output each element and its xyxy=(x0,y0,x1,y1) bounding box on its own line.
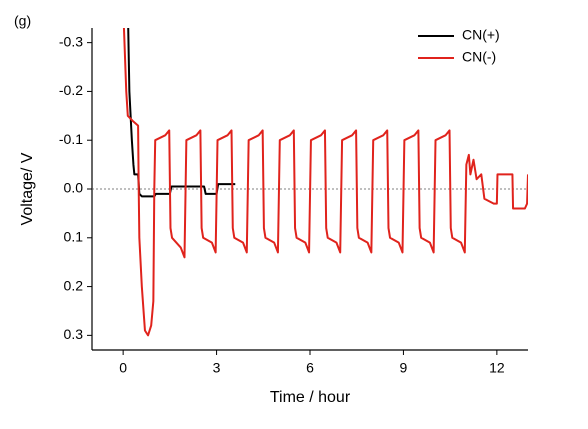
panel-label: (g) xyxy=(14,13,31,29)
x-tick-label: 3 xyxy=(213,360,221,376)
y-tick-label: 0.2 xyxy=(64,277,84,293)
x-axis-label: Time / hour xyxy=(270,389,351,406)
legend-label: CN(-) xyxy=(462,49,496,65)
x-tick-label: 0 xyxy=(119,360,127,376)
x-tick-label: 12 xyxy=(489,360,505,376)
y-tick-label: 0.3 xyxy=(64,326,84,342)
y-tick-label: 0.0 xyxy=(64,180,84,196)
y-tick-label: -0.1 xyxy=(59,131,83,147)
x-tick-label: 9 xyxy=(400,360,408,376)
series-line xyxy=(127,28,236,198)
y-axis-label: Voltage/ V xyxy=(19,152,36,225)
x-tick-label: 6 xyxy=(306,360,314,376)
series-line xyxy=(122,28,528,337)
y-tick-label: 0.1 xyxy=(64,228,84,244)
y-tick-label: -0.2 xyxy=(59,82,83,98)
y-tick-label: -0.3 xyxy=(59,33,83,49)
legend-label: CN(+) xyxy=(462,27,500,43)
plot-area xyxy=(122,28,528,337)
